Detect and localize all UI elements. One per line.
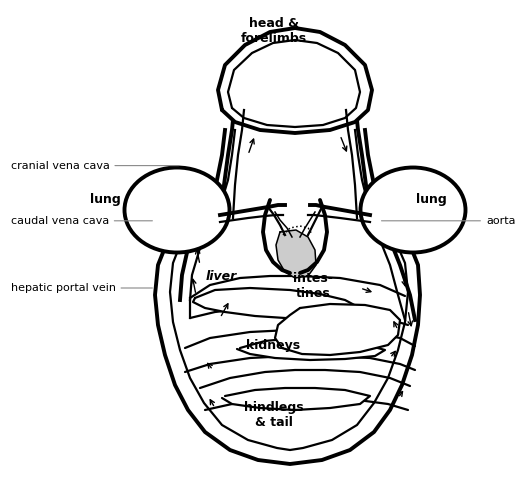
PathPatch shape <box>155 220 420 464</box>
PathPatch shape <box>237 338 385 360</box>
Text: caudal vena cava: caudal vena cava <box>11 216 153 226</box>
Text: cranial vena cava: cranial vena cava <box>11 161 179 170</box>
PathPatch shape <box>218 28 372 133</box>
Ellipse shape <box>360 168 466 252</box>
Text: kidneys: kidneys <box>247 339 300 352</box>
PathPatch shape <box>275 304 400 355</box>
Text: intes-
tines: intes- tines <box>293 272 333 300</box>
Text: hindlegs
& tail: hindlegs & tail <box>244 401 304 429</box>
Text: hepatic portal vein: hepatic portal vein <box>11 283 153 293</box>
PathPatch shape <box>222 388 370 410</box>
Text: head &
forelimbs: head & forelimbs <box>240 17 307 45</box>
PathPatch shape <box>193 288 360 318</box>
Ellipse shape <box>125 168 229 252</box>
Text: lung: lung <box>90 192 120 206</box>
Text: aorta: aorta <box>381 216 515 226</box>
Text: lung: lung <box>416 192 447 206</box>
Text: liver: liver <box>205 269 237 283</box>
PathPatch shape <box>276 230 316 278</box>
